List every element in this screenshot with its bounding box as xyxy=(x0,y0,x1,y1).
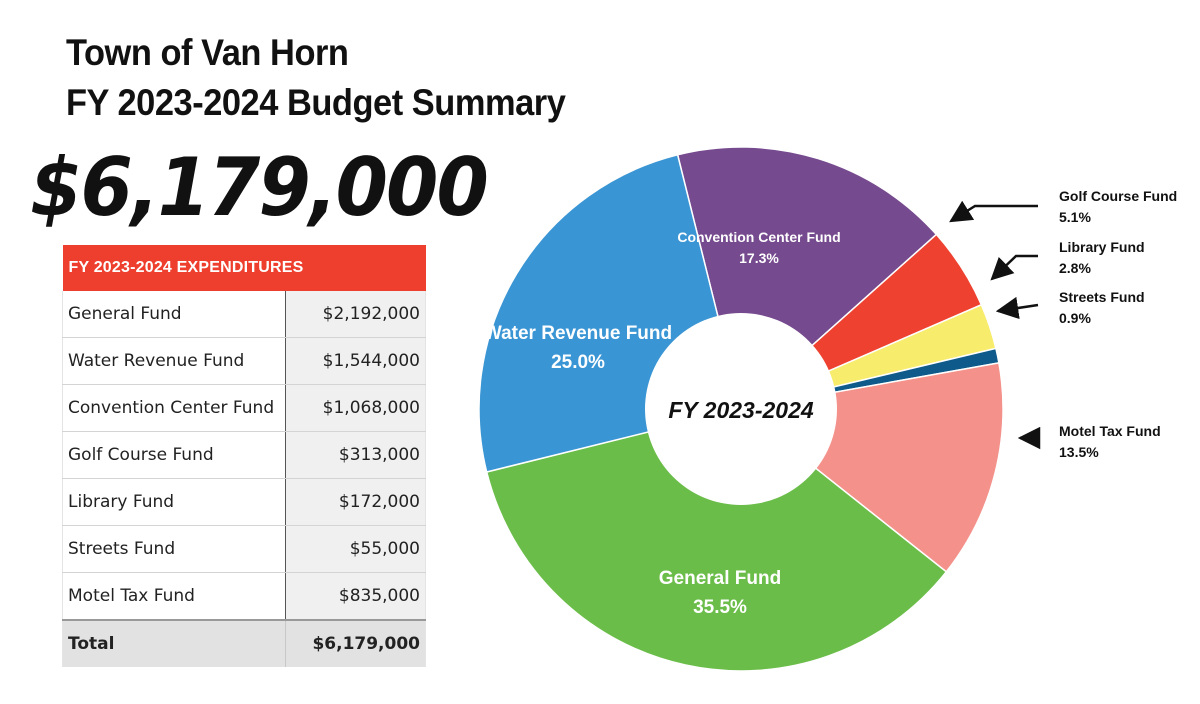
fund-amount: $2,192,000 xyxy=(285,291,426,338)
fund-name: General Fund xyxy=(62,291,286,338)
fund-name: Streets Fund xyxy=(62,525,286,573)
table-row: Streets Fund $55,000 xyxy=(62,525,426,573)
slice-percent-water-revenue-fund: 25.0% xyxy=(551,352,605,373)
slice-percent-motel-tax-fund: 13.5% xyxy=(1059,444,1099,460)
fund-amount: $313,000 xyxy=(285,431,426,479)
fund-amount: $1,068,000 xyxy=(285,384,426,432)
table-row: General Fund $2,192,000 xyxy=(62,291,426,338)
leader-arrow-streets-fund xyxy=(995,296,1039,320)
slice-label-motel-tax-fund: Motel Tax Fund xyxy=(1059,423,1161,439)
slice-percent-streets-fund: 0.9% xyxy=(1059,310,1091,326)
slice-label-library-fund: Library Fund xyxy=(1059,239,1145,255)
slice-label-general-fund: General Fund xyxy=(659,568,781,589)
fund-amount: $172,000 xyxy=(285,478,426,526)
title-line-2: FY 2023-2024 Budget Summary xyxy=(66,82,566,123)
donut-center-label: FY 2023-2024 xyxy=(668,397,814,423)
leader-arrow-library-fund xyxy=(990,254,1038,281)
table-row: Golf Course Fund $313,000 xyxy=(62,431,426,479)
slice-label-golf-course-fund: Golf Course Fund xyxy=(1059,188,1177,204)
table-row: Convention Center Fund $1,068,000 xyxy=(62,384,426,432)
title-line-1: Town of Van Horn xyxy=(66,32,349,73)
fund-name: Golf Course Fund xyxy=(62,431,286,479)
slice-percent-library-fund: 2.8% xyxy=(1059,260,1091,276)
pie-slice-general-fund xyxy=(485,408,948,672)
fund-name: Water Revenue Fund xyxy=(62,337,286,385)
slice-label-water-revenue-fund: Water Revenue Fund xyxy=(484,323,672,344)
table-header: FY 2023-2024 EXPENDITURES xyxy=(62,245,426,291)
slice-percent-convention-center-fund: 17.3% xyxy=(739,250,779,266)
fund-name: Convention Center Fund xyxy=(62,384,286,432)
leader-arrow-golf-course-fund xyxy=(949,200,1038,223)
total-value: $6,179,000 xyxy=(285,619,426,667)
slice-percent-general-fund: 35.5% xyxy=(693,597,747,618)
total-budget-amount: $6,179,000 xyxy=(30,141,489,234)
fund-amount: $55,000 xyxy=(285,525,426,573)
table-total-row: Total $6,179,000 xyxy=(62,619,426,667)
page-title: Town of Van Horn FY 2023-2024 Budget Sum… xyxy=(66,28,566,128)
fund-amount: $1,544,000 xyxy=(285,337,426,385)
fund-name: Library Fund xyxy=(62,478,286,526)
slice-label-convention-center-fund: Convention Center Fund xyxy=(677,229,840,245)
table-row: Water Revenue Fund $1,544,000 xyxy=(62,337,426,385)
table-row: Library Fund $172,000 xyxy=(62,478,426,526)
expenditures-table: FY 2023-2024 EXPENDITURES General Fund $… xyxy=(62,245,426,667)
slice-label-streets-fund: Streets Fund xyxy=(1059,289,1145,305)
table-header-row: FY 2023-2024 EXPENDITURES xyxy=(62,245,426,291)
slice-percent-golf-course-fund: 5.1% xyxy=(1059,209,1091,225)
table-row: Motel Tax Fund $835,000 xyxy=(62,572,426,621)
total-label: Total xyxy=(62,619,286,667)
fund-amount: $835,000 xyxy=(285,572,426,621)
donut-hole xyxy=(645,313,837,505)
